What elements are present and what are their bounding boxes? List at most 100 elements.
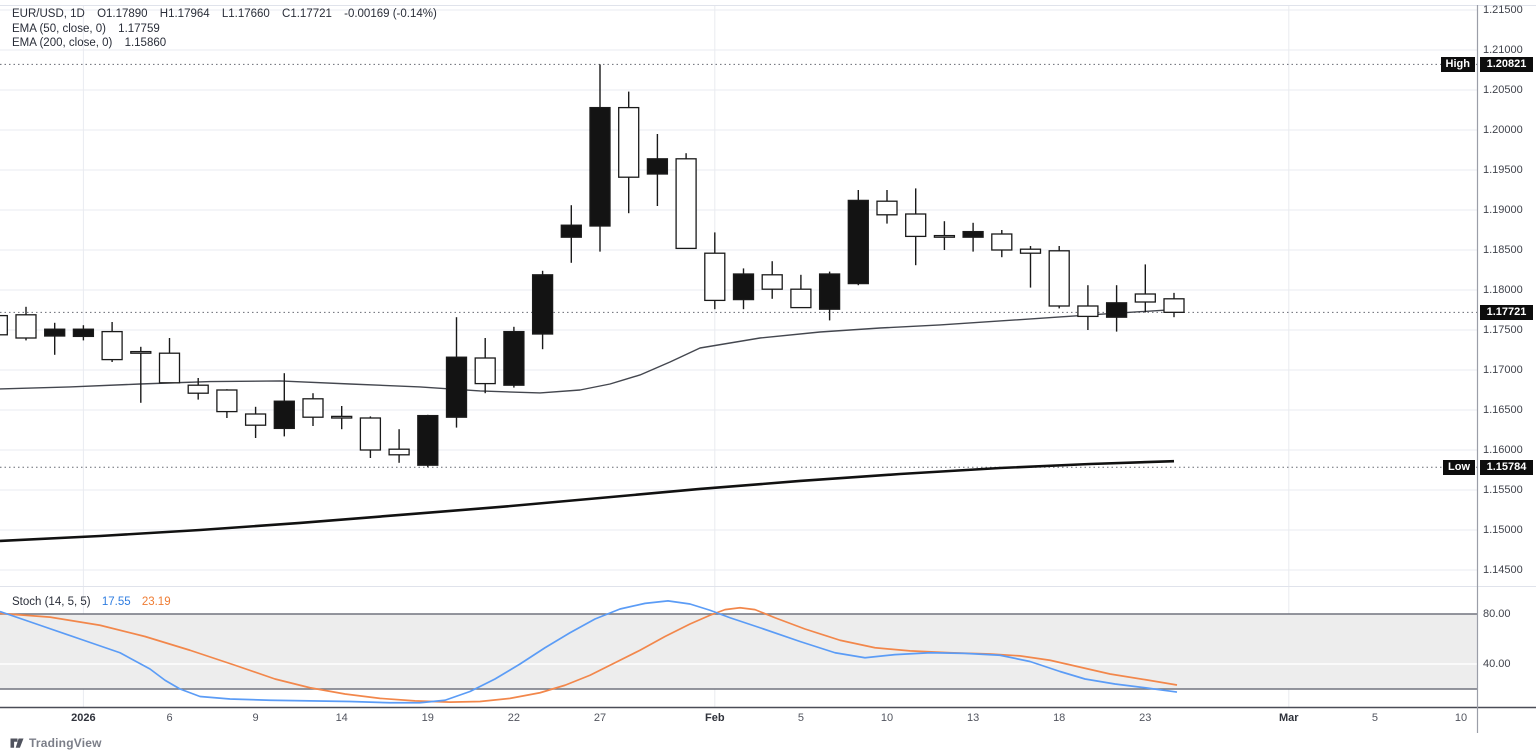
- time-tick-label: 10: [880, 712, 894, 724]
- time-tick-label: Feb: [705, 712, 725, 724]
- price-tick-label: 1.15000: [1483, 524, 1523, 536]
- price-tick-label: 1.21500: [1483, 4, 1523, 16]
- candle-body: [933, 234, 956, 238]
- time-tick-label: 10: [1454, 712, 1468, 724]
- time-tick-label: 9: [252, 712, 259, 724]
- candle-body: [761, 274, 783, 290]
- candle-body: [187, 384, 209, 394]
- candle-body: [589, 106, 611, 227]
- ema50-value: 1.17759: [118, 22, 160, 35]
- price-tick-label: 1.18500: [1483, 244, 1523, 256]
- stoch-band: [0, 614, 1477, 689]
- candle-body: [417, 414, 439, 466]
- candle-body: [732, 273, 755, 301]
- symbol-legend-row: EUR/USD, 1D O1.17890 H1.17964 L1.17660 C…: [12, 7, 446, 22]
- candle-body: [1134, 293, 1156, 303]
- candle-body: [876, 200, 898, 216]
- stoch-d-value: 23.19: [141, 596, 171, 608]
- change-value: -0.00169 (-0.14%): [344, 8, 437, 20]
- price-tick-label: 1.21000: [1483, 44, 1523, 56]
- low-badge-value: 1.15784: [1480, 459, 1533, 475]
- time-tick-label: 23: [1139, 712, 1152, 724]
- ema50-legend-row: EMA (50, close, 0) 1.17759: [12, 22, 446, 37]
- candle-body: [1105, 302, 1128, 318]
- candle-body: [1048, 250, 1070, 307]
- price-tick-label: 1.18000: [1483, 284, 1523, 296]
- candle-body: [675, 158, 697, 250]
- time-tick-label: 5: [797, 712, 804, 724]
- time-tick-label: 13: [966, 712, 980, 724]
- stoch-tick-label: 80.00: [1483, 608, 1511, 620]
- candle-body: [474, 357, 496, 385]
- high-value: H1.17964: [159, 8, 210, 20]
- candle-body: [0, 314, 8, 336]
- candle-body: [991, 233, 1013, 251]
- symbol-name: EUR/USD, 1D: [12, 8, 85, 20]
- candle-body: [72, 328, 95, 338]
- candle-body: [962, 230, 984, 238]
- candle-body: [216, 389, 238, 413]
- ema50-label: EMA (50, close, 0): [12, 22, 106, 35]
- price-tick-label: 1.19500: [1483, 164, 1523, 176]
- stoch-legend: Stoch (14, 5, 5) 17.55 23.19: [12, 596, 179, 608]
- time-tick-label: 5: [1371, 712, 1378, 724]
- candle-body: [1077, 305, 1099, 318]
- time-tick-label: 19: [421, 712, 434, 724]
- high-price-badge: High 1.20821: [0, 56, 1536, 72]
- time-tick-label: 6: [166, 712, 173, 724]
- high-badge-value: 1.20821: [1480, 56, 1533, 72]
- candle-body: [905, 213, 927, 238]
- price-tick-label: 1.16000: [1483, 444, 1523, 456]
- candle-body: [44, 328, 66, 337]
- candle-body: [847, 199, 869, 285]
- candle-body: [302, 398, 324, 418]
- time-tick-label: 22: [507, 712, 521, 724]
- candle-body: [503, 330, 525, 386]
- ema50-line: [0, 308, 1175, 394]
- high-badge-label: High: [1440, 56, 1475, 72]
- price-tick-label: 1.17000: [1483, 364, 1523, 376]
- candle-body: [388, 448, 410, 456]
- ema200-label: EMA (200, close, 0): [12, 37, 113, 49]
- candle-body: [158, 352, 181, 384]
- candle-body: [818, 273, 841, 310]
- candle-body: [1163, 298, 1185, 313]
- stoch-k-line: [0, 600, 1178, 704]
- close-value: C1.17721: [282, 8, 332, 20]
- candle-body: [359, 417, 382, 451]
- last-badge-value: 1.17721: [1480, 304, 1533, 320]
- ema200-legend-row: EMA (200, close, 0) 1.15860: [12, 36, 446, 51]
- candle-body: [445, 356, 468, 418]
- candle-body: [790, 288, 812, 309]
- candle-body: [704, 252, 726, 302]
- low-badge-label: Low: [1443, 459, 1475, 475]
- tradingview-attribution-text: TradingView: [29, 736, 102, 750]
- low-value: L1.17660: [221, 8, 270, 20]
- low-price-badge: Low 1.15784: [0, 459, 1536, 475]
- open-value: O1.17890: [97, 8, 148, 20]
- last-price-badge: 1.17721: [0, 304, 1536, 320]
- price-tick-label: 1.15500: [1483, 484, 1523, 496]
- stoch-tick-label: 40.00: [1483, 658, 1511, 670]
- price-tick-label: 1.20000: [1483, 124, 1523, 136]
- stoch-k-value: 17.55: [101, 596, 131, 608]
- candle-body: [618, 106, 640, 178]
- candle-body: [560, 224, 582, 238]
- price-tick-label: 1.14500: [1483, 564, 1523, 576]
- price-tick-label: 1.20500: [1483, 84, 1523, 96]
- ema200-line: [0, 459, 1175, 543]
- price-tick-label: 1.19000: [1483, 204, 1523, 216]
- tradingview-logo-icon: [10, 738, 24, 748]
- candle-body: [531, 274, 554, 335]
- candle-body: [273, 400, 295, 430]
- candle-body: [130, 350, 152, 354]
- time-tick-label: 14: [335, 712, 348, 724]
- symbol-legend: EUR/USD, 1D O1.17890 H1.17964 L1.17660 C…: [12, 7, 446, 51]
- candle-body: [646, 158, 669, 175]
- ema200-value: 1.15860: [124, 37, 167, 49]
- tradingview-attribution[interactable]: TradingView: [10, 736, 102, 750]
- price-tick-label: 1.17500: [1483, 324, 1523, 336]
- candle-body: [244, 413, 267, 426]
